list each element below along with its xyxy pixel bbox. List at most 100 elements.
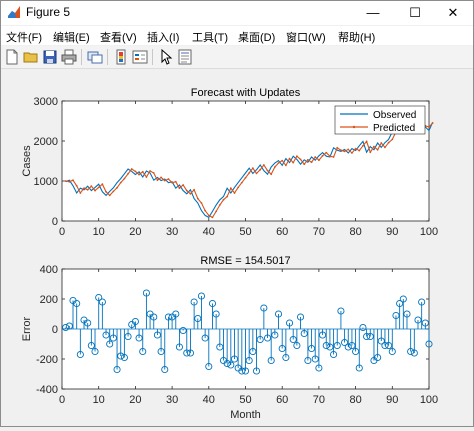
predicted-point [277,162,280,164]
predicted-point [233,192,236,194]
chart-title: RMSE = 154.5017 [200,255,290,267]
stem-marker [311,355,319,363]
y-tick-label: 1000 [34,176,58,188]
toolbar-separator [81,49,82,65]
stem-marker [131,317,139,326]
predicted-point [387,141,390,144]
menu-desktop[interactable]: 桌面(D) [238,32,276,44]
predicted-point [351,152,353,154]
maximize-button[interactable]: ☐ [409,5,421,20]
x-tick-label: 80 [349,226,361,238]
stem-marker [333,341,341,350]
stem-marker [267,356,275,365]
y-axis-label: Error [21,316,33,341]
predicted-point [138,173,140,176]
print-icon[interactable] [61,49,77,65]
stem-marker [260,304,268,312]
link-plot-icon[interactable] [87,49,103,65]
x-tick-label: 50 [239,226,251,238]
stem-marker [117,352,125,360]
predicted-point [112,190,115,193]
predicted-point [211,216,214,219]
title-bar[interactable]: Figure 5 — ☐ ✕ [1,1,473,25]
stem-marker [230,355,239,363]
property-inspector-icon[interactable] [177,49,193,65]
predicted-point [185,189,188,192]
edit-plot-icon[interactable] [158,49,174,65]
new-file-icon[interactable] [4,49,20,65]
stem-marker [271,331,279,339]
figure-plots: 0 10 20 30 40 50 60 70 80 90 1000100020003000Forec… [21,87,438,421]
stem-marker [249,347,257,356]
predicted-point [284,164,287,167]
menu-help[interactable]: 帮助(H) [338,32,376,44]
menu-insert[interactable]: 插入(I) [147,32,180,44]
menu-bar: 文件(F) 编辑(E) 查看(V) 插入(I) 工具(T) 桌面(D) 窗口(W… [1,26,473,45]
y-tick-label: 0 [52,324,58,336]
stem-marker [252,367,261,375]
stem-marker [113,365,121,374]
predicted-point [229,187,232,190]
legend-entry-predicted: Predicted [373,123,415,134]
predicted-point [321,154,324,157]
stem-marker [377,337,385,345]
stem-marker [109,334,117,342]
predicted-point [259,168,262,171]
predicted-point [204,209,207,212]
menu-edit[interactable]: 编辑(E) [53,32,90,44]
stem-marker [274,310,283,318]
chart-title: Forecast with Updates [191,87,301,99]
menu-tools[interactable]: 工具(T) [192,32,229,44]
close-button[interactable]: ✕ [447,5,459,20]
stem-marker [183,349,191,357]
menu-window[interactable]: 窗口(W) [286,32,326,44]
predicted-point [94,189,96,192]
stem-marker [414,316,422,324]
stem-marker [337,307,345,315]
insert-colorbar-icon[interactable] [113,49,129,65]
predicted-point [127,172,129,175]
stem-marker [150,313,158,321]
predicted-point [174,180,177,183]
menu-file[interactable]: 文件(F) [6,32,43,44]
stem-marker [278,344,286,353]
forecast-axes[interactable]: 0 10 20 30 40 50 60 70 80 90 1000100020003000Forec… [21,87,438,238]
stem-marker [381,341,389,350]
y-tick-label: 0 [52,216,58,228]
predicted-point [325,151,328,154]
predicted-point [391,138,394,141]
stem-marker [308,344,316,353]
predicted-point [281,159,284,162]
stem-marker [76,350,84,359]
open-folder-icon[interactable] [23,49,39,65]
predicted-point [83,187,85,190]
stem-marker [399,295,407,303]
predicted-point [72,179,74,182]
save-icon[interactable] [42,49,58,65]
x-tick-label: 60 [276,226,288,238]
predicted-point [358,149,361,152]
toolbar-separator [152,49,153,65]
stem-marker [344,343,352,351]
predicted-point [362,144,364,147]
error-axes[interactable]: 0 10 20 30 40 50 60 70 80 90 100 -400 -200 0 200 400 RMS… [21,255,438,421]
predicted-point [79,192,82,194]
stem-marker [197,292,206,300]
stem-marker [407,347,415,356]
y-tick-label: 2000 [34,136,58,148]
predicted-point [306,158,309,161]
predicted-point [310,161,313,164]
insert-legend-icon[interactable] [132,49,148,65]
x-tick-label: 80 [349,394,361,406]
stem-marker [410,349,418,357]
minimize-button[interactable]: — [366,5,380,20]
predicted-point [149,170,151,172]
predicted-point [163,179,166,182]
figure-canvas: 0 10 20 30 40 50 60 70 80 90 100 0 1000 2000 3000 Forec… [1,69,473,426]
predicted-point [207,214,210,217]
predicted-point [171,181,174,184]
x-tick-label: 20 [129,226,141,238]
menu-view[interactable]: 查看(V) [100,32,137,44]
predicted-point [376,148,379,151]
